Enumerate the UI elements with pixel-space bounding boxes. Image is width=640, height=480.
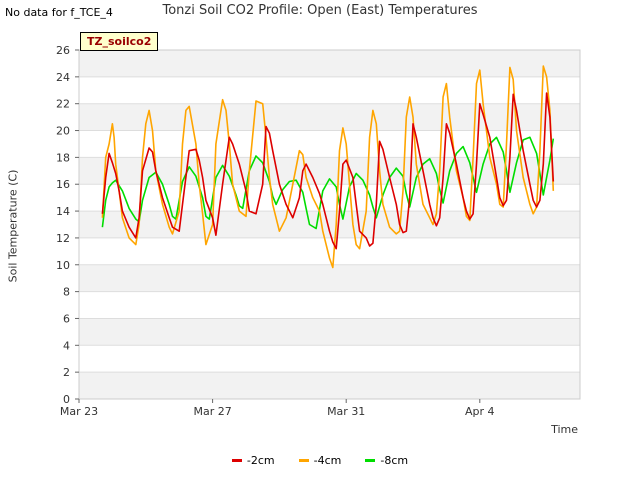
y-tick-label: 18 [56, 151, 70, 164]
legend-swatch-2cm [231, 459, 242, 462]
x-tick-label: Mar 31 [327, 405, 365, 418]
site-badge: TZ_soilco2 [80, 32, 159, 51]
legend-label-2cm: -2cm [246, 454, 275, 467]
plot-frame [78, 49, 581, 400]
y-tick-label: 20 [56, 125, 70, 138]
x-axis-label: Time [551, 423, 578, 436]
series-line-minus-8cm [101, 136, 555, 230]
grid-band [79, 103, 580, 131]
legend-item-2cm: -2cm [231, 454, 275, 467]
series-line-minus-4cm [101, 65, 555, 269]
y-tick-label: 14 [56, 205, 70, 218]
legend-swatch-8cm [365, 459, 376, 462]
y-tick-label: 2 [63, 366, 70, 379]
grid-band [79, 372, 580, 399]
y-tick-label: 26 [56, 44, 70, 57]
y-tick-label: 10 [56, 259, 70, 272]
y-tick-label: 16 [56, 178, 70, 191]
legend-swatch-4cm [298, 459, 309, 462]
y-tick-label: 0 [63, 393, 70, 406]
series-line-minus-2cm [101, 92, 555, 250]
legend: -2cm -4cm -8cm [0, 454, 640, 467]
x-tick-label: Mar 23 [60, 405, 98, 418]
y-tick-label: 22 [56, 98, 70, 111]
y-tick-label: 8 [63, 286, 70, 299]
no-data-note: No data for f_TCE_4 [5, 6, 113, 19]
grid-band [79, 50, 580, 77]
x-tick-label: Apr 4 [465, 405, 495, 418]
y-tick-label: 6 [63, 312, 70, 325]
chart-title: Tonzi Soil CO2 Profile: Open (East) Temp… [162, 3, 478, 18]
grid-band [79, 318, 580, 346]
x-tick-label: Mar 27 [193, 405, 231, 418]
y-tick-label: 12 [56, 232, 70, 245]
y-axis-label: Soil Temperature (C) [6, 169, 20, 283]
y-tick-label: 4 [63, 339, 70, 352]
y-tick-label: 24 [56, 71, 70, 84]
legend-item-8cm: -8cm [365, 454, 408, 467]
grid-band [79, 264, 580, 292]
legend-item-4cm: -4cm [298, 454, 342, 467]
legend-label-4cm: -4cm [313, 454, 342, 467]
legend-label-8cm: -8cm [380, 454, 409, 467]
